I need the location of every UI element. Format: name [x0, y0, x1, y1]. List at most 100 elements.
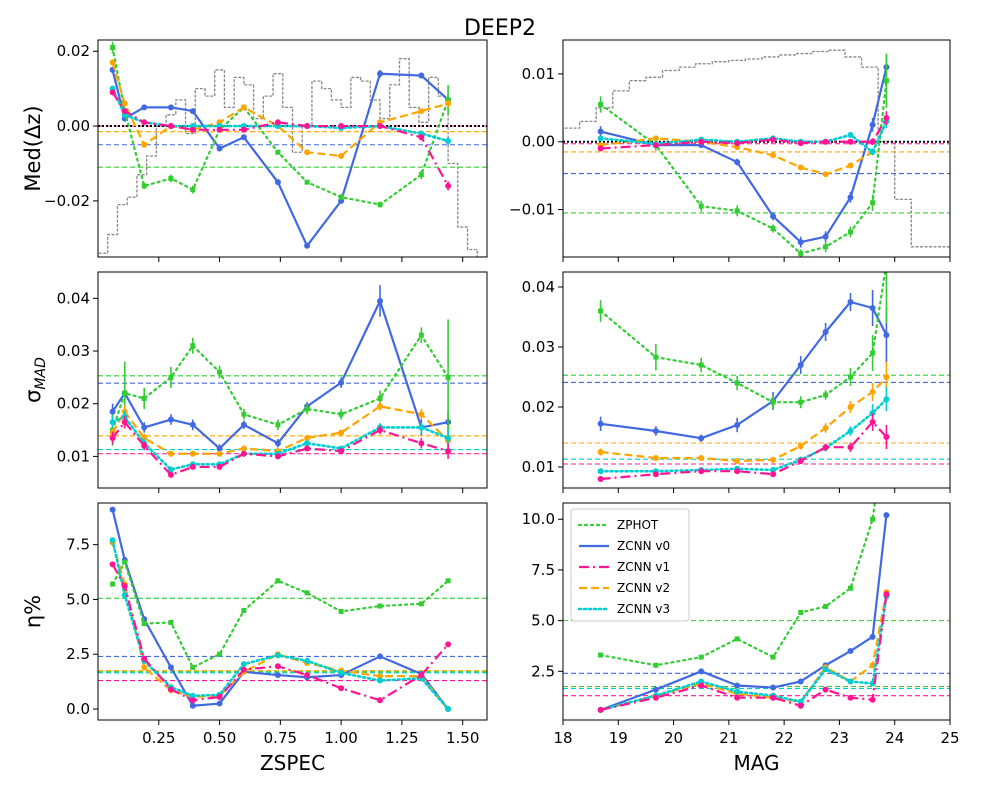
data-point-zcnn-v1 — [822, 138, 829, 145]
data-point-zphot — [241, 607, 247, 613]
panel-eta-mag: 18 19 20 21 22 23 24 25 2.5 5.0 7.5 10.0 MAG ZPHOT ZCN… — [522, 502, 960, 775]
data-point-zphot — [275, 578, 281, 584]
data-point-zcnn-v0 — [189, 421, 196, 428]
series-zcnn-v1-eta-mag — [597, 591, 890, 713]
legend-label-zcnn-v0: ZCNN v0 — [617, 539, 670, 553]
y-tick-label: 7.5 — [531, 561, 555, 579]
x-tick-label: 1.25 — [385, 729, 418, 747]
data-point-zcnn-v1 — [652, 694, 659, 701]
data-point-zcnn-v0 — [698, 435, 705, 442]
data-point-zcnn-v0 — [377, 70, 384, 77]
data-point-zcnn-v0 — [240, 421, 247, 428]
data-point-zphot — [798, 251, 804, 257]
x-tick-label: 0.75 — [264, 729, 297, 747]
y-tick-label: 5.0 — [531, 612, 555, 630]
data-point-zcnn-v1 — [822, 686, 829, 693]
data-point-zcnn-v3 — [304, 657, 311, 664]
y-tick-label: 0.02 — [57, 42, 90, 60]
data-point-zcnn-v1 — [121, 419, 128, 426]
series-line-zcnn-v0 — [600, 66, 888, 244]
series-zphot-eta-zspec — [110, 559, 451, 670]
data-point-zcnn-v1 — [652, 142, 659, 149]
data-point-zcnn-v0 — [847, 194, 854, 201]
data-point-zcnn-v1 — [304, 672, 311, 679]
data-point-zcnn-v1 — [445, 182, 452, 189]
data-point-zcnn-v3 — [597, 135, 604, 142]
figure-title: DEEP2 — [464, 16, 536, 41]
data-point-zcnn-v3 — [377, 677, 384, 684]
y-tick-label: 5.0 — [66, 590, 90, 608]
series-zcnn-v1-sigma-zspec — [109, 415, 452, 478]
data-point-zphot — [798, 399, 804, 405]
axes-frame-sigma-mag — [562, 271, 951, 489]
data-point-zcnn-v0 — [822, 329, 829, 335]
series-zcnn-v3-sigma-mag — [597, 387, 890, 475]
panel-bias-mag: −0.01 0.00 0.01 — [509, 39, 951, 262]
data-point-zcnn-v2 — [418, 108, 425, 115]
data-point-zcnn-v2 — [141, 664, 148, 671]
data-point-zcnn-v0 — [597, 128, 604, 135]
data-point-zphot — [653, 662, 659, 668]
data-point-zphot — [377, 603, 383, 609]
x-tick-label: 23 — [830, 729, 849, 747]
data-point-zphot — [883, 78, 889, 84]
data-point-zcnn-v3 — [338, 669, 345, 676]
data-point-zphot — [445, 578, 451, 584]
series-line-zcnn-v3 — [599, 594, 888, 712]
y-tick-label: 0.01 — [57, 447, 90, 465]
data-point-zcnn-v1 — [445, 641, 452, 648]
x-tick-label: 1.50 — [446, 729, 479, 747]
data-point-zphot — [304, 406, 310, 412]
data-point-zphot — [598, 308, 604, 314]
data-point-zcnn-v0 — [216, 145, 223, 152]
series-zcnn-v1-bias-zspec — [109, 89, 452, 191]
y-tick-label: 0.01 — [522, 65, 555, 83]
data-point-zcnn-v1 — [240, 126, 247, 133]
data-point-zphot — [190, 343, 196, 349]
data-point-zcnn-v3 — [121, 592, 128, 599]
data-point-zcnn-v1 — [167, 686, 174, 693]
data-point-zphot — [377, 202, 383, 208]
legend-label-zcnn-v1: ZCNN v1 — [617, 560, 670, 574]
series-line-zcnn-v1 — [600, 594, 888, 711]
data-point-zcnn-v2 — [822, 425, 829, 431]
data-point-zphot — [141, 395, 147, 401]
x-tick-label: 0.50 — [203, 729, 236, 747]
y-tick-label: 0.02 — [57, 395, 90, 413]
data-point-zcnn-v2 — [869, 389, 876, 395]
data-point-zcnn-v0 — [869, 633, 876, 640]
data-point-zphot — [734, 380, 740, 386]
data-point-zcnn-v0 — [167, 104, 174, 111]
data-point-zcnn-v0 — [216, 700, 223, 707]
data-point-zcnn-v0 — [652, 428, 659, 434]
data-point-zcnn-v3 — [445, 706, 452, 713]
data-point-zcnn-v3 — [189, 692, 196, 699]
data-point-zcnn-v0 — [734, 422, 741, 428]
y-axis-label-sigma-zspec: σMAD — [21, 357, 49, 403]
data-point-zcnn-v0 — [797, 239, 804, 246]
legend-box — [570, 508, 690, 622]
x-tick-label: 1.00 — [324, 729, 357, 747]
data-point-zcnn-v3 — [240, 661, 247, 668]
data-point-zcnn-v3 — [418, 424, 425, 431]
data-point-zcnn-v0 — [141, 104, 148, 111]
series-line-zcnn-v3 — [599, 120, 888, 154]
data-point-zcnn-v2 — [109, 59, 116, 66]
data-point-zcnn-v1 — [797, 458, 804, 464]
data-point-zcnn-v3 — [883, 396, 890, 403]
data-point-zcnn-v3 — [847, 428, 854, 434]
y-tick-label: 10.0 — [522, 510, 555, 528]
data-point-zcnn-v0 — [109, 506, 116, 513]
data-point-zcnn-v1 — [189, 463, 196, 470]
data-point-zcnn-v3 — [445, 138, 452, 145]
data-point-zcnn-v1 — [734, 694, 741, 701]
data-point-zphot — [870, 516, 876, 522]
data-point-zphot — [168, 619, 174, 625]
data-point-zcnn-v1 — [847, 694, 854, 701]
legend: ZPHOT ZCNN v0 ZCNN v1 ZCNN v2 ZCNN v3 — [570, 508, 690, 622]
redshift-histogram-bias-mag — [563, 49, 950, 257]
data-point-zcnn-v2 — [377, 403, 384, 410]
data-point-zphot — [734, 208, 740, 214]
axes-frame-eta-mag — [562, 502, 951, 721]
series-zcnn-v1-bias-mag — [597, 111, 890, 152]
